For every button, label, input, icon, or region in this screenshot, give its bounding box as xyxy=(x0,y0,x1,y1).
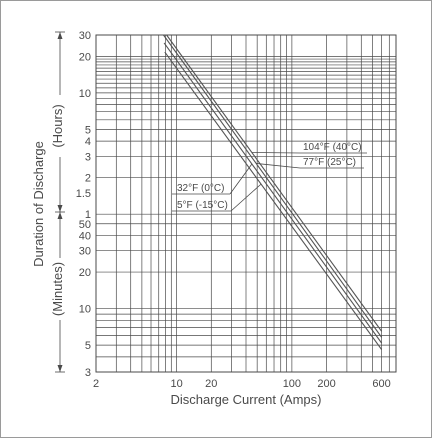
x-tick-label: 100 xyxy=(283,378,301,390)
grid xyxy=(96,35,396,372)
y-tick-label: 3 xyxy=(85,367,91,379)
label-leader xyxy=(230,183,262,212)
y-axis-label-hours: (Hours) xyxy=(50,104,65,147)
y-tick-label: 1.5 xyxy=(76,188,91,200)
y-tick-label: 30 xyxy=(79,30,91,42)
y-tick-label: 10 xyxy=(79,304,91,316)
y-tick-label: 1 xyxy=(85,209,91,221)
y-axis-label-minutes: (Minutes) xyxy=(50,262,65,316)
y-tick-label: 40 xyxy=(79,231,91,243)
series-line-1 xyxy=(163,34,383,338)
x-tick-label: 200 xyxy=(317,378,335,390)
y-tick-label: 4 xyxy=(85,136,91,148)
y-tick-label: 5 xyxy=(85,124,91,136)
x-tick-label: 600 xyxy=(372,378,390,390)
bracket-arrow xyxy=(57,365,63,372)
y-tick-label: 20 xyxy=(79,267,91,279)
label-leader xyxy=(256,163,301,169)
x-tick-label: 20 xyxy=(205,378,217,390)
y-tick-label: 20 xyxy=(79,51,91,63)
y-axis-label: Duration of Discharge xyxy=(31,141,46,267)
series-label-3: 5°F (-15°C) xyxy=(177,200,228,211)
y-tick-label: 30 xyxy=(79,246,91,258)
y-tick-label: 2 xyxy=(85,173,91,185)
y-tick-label: 10 xyxy=(79,88,91,100)
series-label-1: 77°F (25°C) xyxy=(303,157,356,168)
y-unit-brackets xyxy=(55,31,65,373)
axis-titles: Discharge Current (Amps) Duration of Dis… xyxy=(31,104,322,407)
x-tick-label: 2 xyxy=(93,378,99,390)
series-labels: 104°F (40°C) 77°F (25°C) 32°F (0°C) 5°F (-1… xyxy=(172,142,367,212)
series-label-2: 32°F (0°C) xyxy=(177,183,224,194)
bracket-arrow xyxy=(57,212,63,219)
bracket-arrow xyxy=(57,205,63,212)
label-leader xyxy=(229,163,253,195)
plot-border xyxy=(95,34,397,373)
y-tick-label: 50 xyxy=(79,219,91,231)
x-axis-label: Discharge Current (Amps) xyxy=(171,392,322,407)
series-line-2 xyxy=(163,42,383,344)
series-line-0 xyxy=(166,34,383,332)
y-tick-label: 5 xyxy=(85,340,91,352)
series-line-3 xyxy=(164,51,383,350)
label-leader xyxy=(251,152,301,154)
x-tick-label: 10 xyxy=(170,378,182,390)
y-tick-label: 3 xyxy=(85,151,91,163)
bracket-arrow xyxy=(57,32,63,39)
series-lines xyxy=(163,34,383,350)
series-label-0: 104°F (40°C) xyxy=(303,142,362,153)
